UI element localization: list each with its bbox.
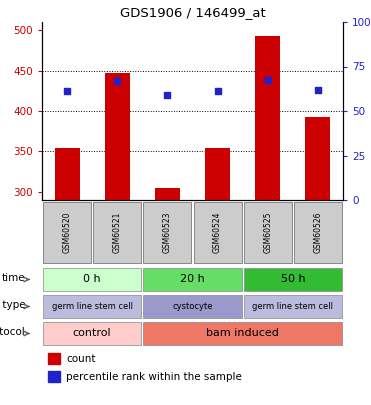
FancyBboxPatch shape — [43, 202, 91, 263]
Text: count: count — [66, 354, 96, 364]
Bar — [205, 148, 230, 200]
Text: 20 h: 20 h — [180, 275, 205, 284]
Bar — [255, 36, 280, 200]
Text: 50 h: 50 h — [280, 275, 305, 284]
Point — [315, 87, 321, 93]
FancyBboxPatch shape — [244, 295, 342, 318]
FancyBboxPatch shape — [294, 202, 342, 263]
Text: GSM60523: GSM60523 — [163, 212, 172, 253]
Point — [114, 78, 120, 84]
Bar — [48, 353, 60, 364]
Text: GSM60524: GSM60524 — [213, 212, 222, 253]
FancyBboxPatch shape — [143, 202, 191, 263]
Text: percentile rank within the sample: percentile rank within the sample — [66, 372, 242, 382]
Bar — [48, 371, 60, 382]
Text: GSM60526: GSM60526 — [313, 212, 322, 253]
Text: GSM60525: GSM60525 — [263, 212, 272, 253]
Text: germ line stem cell: germ line stem cell — [252, 302, 333, 311]
FancyBboxPatch shape — [244, 202, 292, 263]
FancyBboxPatch shape — [244, 268, 342, 291]
FancyBboxPatch shape — [43, 322, 141, 345]
Bar — [305, 117, 331, 200]
Bar — [55, 148, 80, 200]
Point — [214, 87, 220, 94]
FancyBboxPatch shape — [93, 202, 141, 263]
Text: cell type: cell type — [0, 300, 25, 310]
Bar — [105, 73, 130, 200]
FancyBboxPatch shape — [194, 202, 242, 263]
FancyBboxPatch shape — [143, 268, 242, 291]
FancyBboxPatch shape — [43, 268, 141, 291]
Text: GSM60521: GSM60521 — [113, 212, 122, 253]
Text: GSM60520: GSM60520 — [63, 212, 72, 253]
Text: germ line stem cell: germ line stem cell — [52, 302, 133, 311]
FancyBboxPatch shape — [143, 295, 242, 318]
Point — [64, 87, 70, 94]
Text: control: control — [73, 328, 111, 339]
Bar — [155, 188, 180, 200]
Text: protocol: protocol — [0, 327, 25, 337]
FancyBboxPatch shape — [143, 322, 342, 345]
Text: bam induced: bam induced — [206, 328, 279, 339]
Title: GDS1906 / 146499_at: GDS1906 / 146499_at — [119, 6, 265, 19]
Text: cystocyte: cystocyte — [172, 302, 213, 311]
Point — [164, 92, 170, 98]
FancyBboxPatch shape — [43, 295, 141, 318]
Point — [265, 77, 271, 83]
Text: 0 h: 0 h — [83, 275, 101, 284]
Text: time: time — [1, 273, 25, 283]
